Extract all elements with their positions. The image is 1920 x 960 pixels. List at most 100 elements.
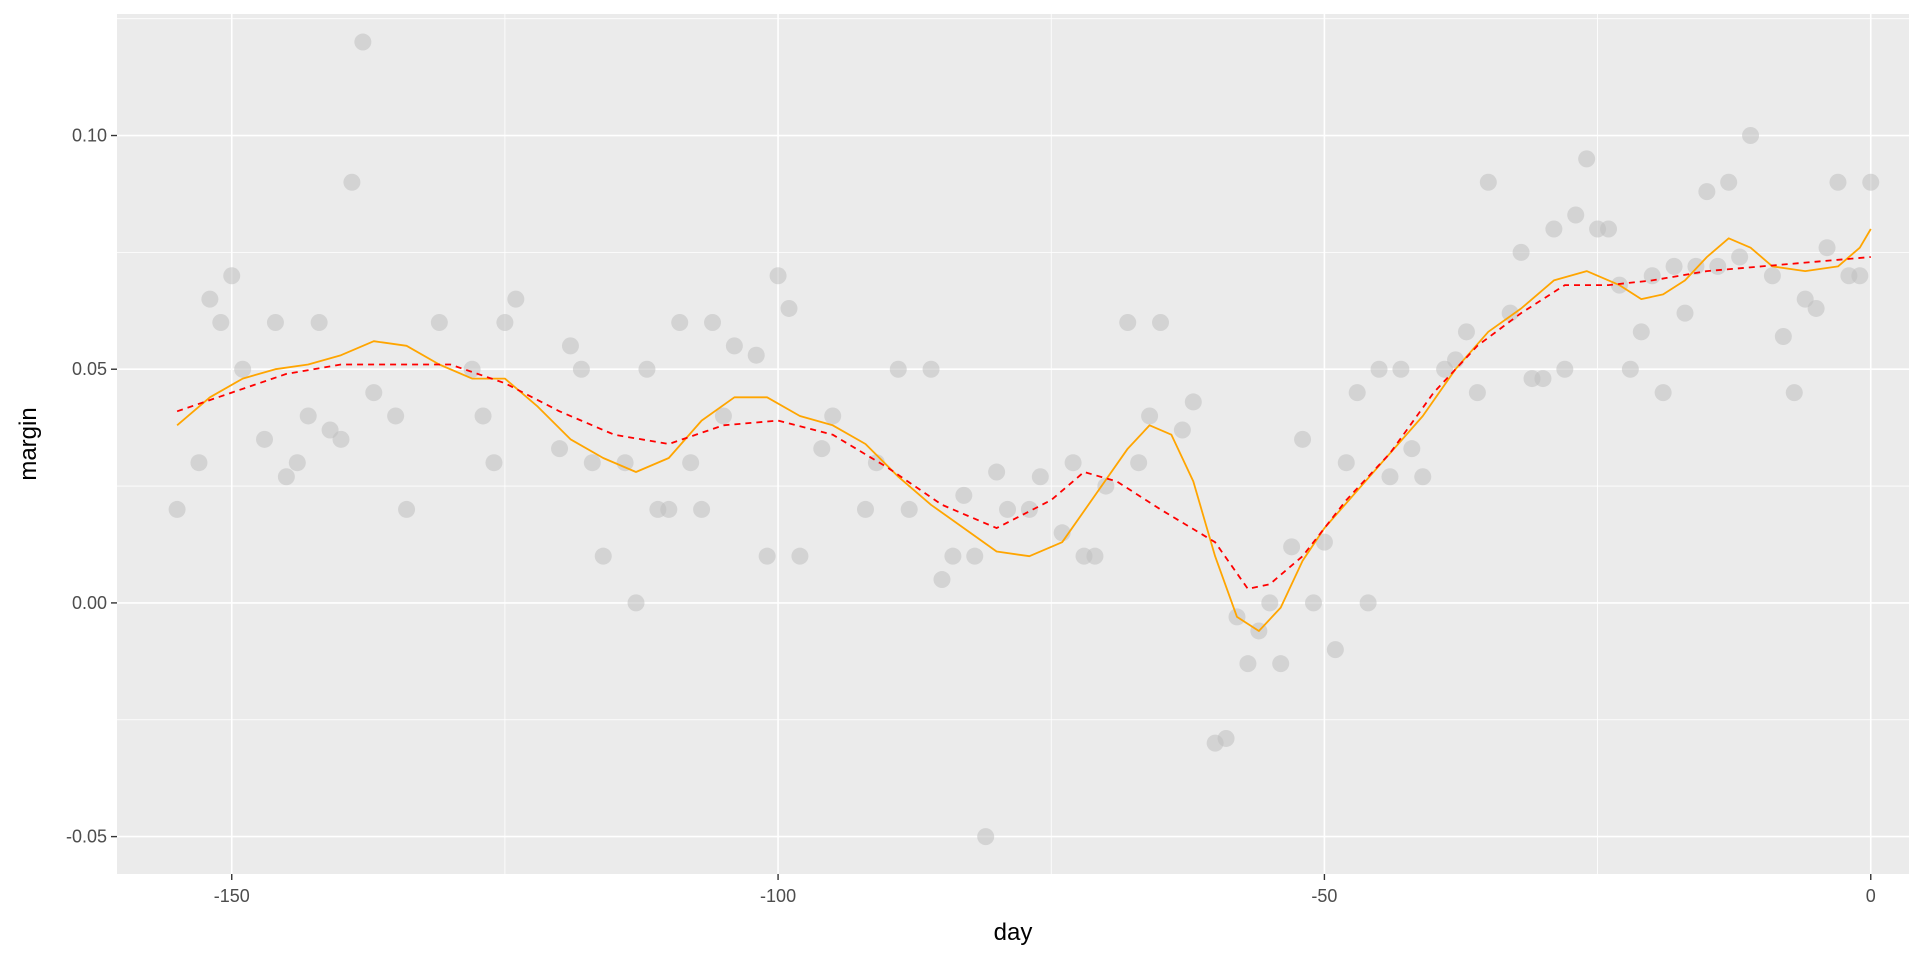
data-point <box>693 500 711 518</box>
data-point <box>496 313 514 331</box>
data-point <box>1512 243 1530 261</box>
data-point <box>256 430 274 448</box>
y-axis-title: margin <box>15 407 42 480</box>
data-point <box>223 267 241 285</box>
data-point <box>616 454 634 472</box>
data-point <box>1272 655 1290 673</box>
x-tick-label: -50 <box>1311 886 1337 906</box>
x-axis-title: day <box>994 919 1033 946</box>
data-point <box>583 454 601 472</box>
data-point <box>1173 421 1191 439</box>
data-point <box>1239 655 1257 673</box>
data-point <box>1304 594 1322 612</box>
data-point <box>889 360 907 378</box>
data-point <box>1064 454 1082 472</box>
data-point <box>1829 173 1847 191</box>
data-point <box>660 500 678 518</box>
data-point <box>1217 729 1235 747</box>
panel-background <box>117 14 1909 874</box>
data-point <box>1447 351 1465 369</box>
data-point <box>1578 150 1596 168</box>
y-tick-label: 0.00 <box>72 593 107 613</box>
data-point <box>332 430 350 448</box>
data-point <box>1119 313 1137 331</box>
data-point <box>955 486 973 504</box>
data-point <box>813 440 831 458</box>
data-point <box>168 500 186 518</box>
data-point <box>1184 393 1202 411</box>
scatter-points <box>168 33 1880 846</box>
data-point <box>430 313 448 331</box>
data-point <box>758 547 776 565</box>
data-point <box>1818 239 1836 257</box>
data-point <box>856 500 874 518</box>
y-tick-label: 0.05 <box>72 359 107 379</box>
data-point <box>1742 127 1760 145</box>
data-point <box>1545 220 1563 238</box>
axis-ticks: -150 -100 -50 0 -0.05 0.00 0.05 0.10 <box>66 126 1876 906</box>
data-point <box>999 500 1017 518</box>
data-point <box>343 173 361 191</box>
data-point <box>1141 407 1159 425</box>
x-tick-label: -150 <box>214 886 250 906</box>
data-point <box>1414 468 1432 486</box>
data-point <box>561 337 579 355</box>
data-point <box>900 500 918 518</box>
data-point <box>1709 257 1727 275</box>
data-point <box>474 407 492 425</box>
data-point <box>201 290 219 308</box>
data-point <box>212 313 230 331</box>
data-point <box>1556 360 1574 378</box>
minor-gridlines <box>117 14 1909 874</box>
data-point <box>1600 220 1618 238</box>
data-point <box>299 407 317 425</box>
data-point <box>1665 257 1683 275</box>
data-point <box>1392 360 1410 378</box>
data-point <box>1130 454 1148 472</box>
data-point <box>234 360 252 378</box>
data-point <box>638 360 656 378</box>
data-point <box>266 313 284 331</box>
data-point <box>682 454 700 472</box>
data-point <box>1534 370 1552 388</box>
data-point <box>1763 267 1781 285</box>
data-point <box>1326 641 1344 659</box>
data-point <box>1348 384 1366 402</box>
data-point <box>354 33 372 51</box>
data-point <box>671 313 689 331</box>
data-point <box>1632 323 1650 341</box>
data-point <box>1403 440 1421 458</box>
data-point <box>791 547 809 565</box>
data-point <box>1621 360 1639 378</box>
y-tick-label: 0.10 <box>72 126 107 146</box>
data-point <box>714 407 732 425</box>
data-point <box>725 337 743 355</box>
data-point <box>1807 299 1825 317</box>
data-point <box>977 828 995 846</box>
dashed-smooth-line <box>176 256 1871 590</box>
data-point <box>824 407 842 425</box>
data-point <box>594 547 612 565</box>
data-point <box>1152 313 1170 331</box>
data-point <box>463 360 481 378</box>
data-point <box>1097 477 1115 495</box>
data-point <box>1643 267 1661 285</box>
data-point <box>780 299 798 317</box>
data-point <box>1294 430 1312 448</box>
data-point <box>398 500 416 518</box>
data-point <box>1381 468 1399 486</box>
data-point <box>1731 248 1749 266</box>
data-point <box>627 594 645 612</box>
data-point <box>1785 384 1803 402</box>
x-tick-label: 0 <box>1866 886 1876 906</box>
data-point <box>966 547 984 565</box>
data-point <box>1501 304 1519 322</box>
data-point <box>1567 206 1585 224</box>
x-tick-label: -100 <box>760 886 796 906</box>
data-point <box>1676 304 1694 322</box>
data-point <box>365 384 383 402</box>
data-point <box>1698 183 1716 201</box>
data-point <box>310 313 328 331</box>
data-point <box>1687 257 1705 275</box>
